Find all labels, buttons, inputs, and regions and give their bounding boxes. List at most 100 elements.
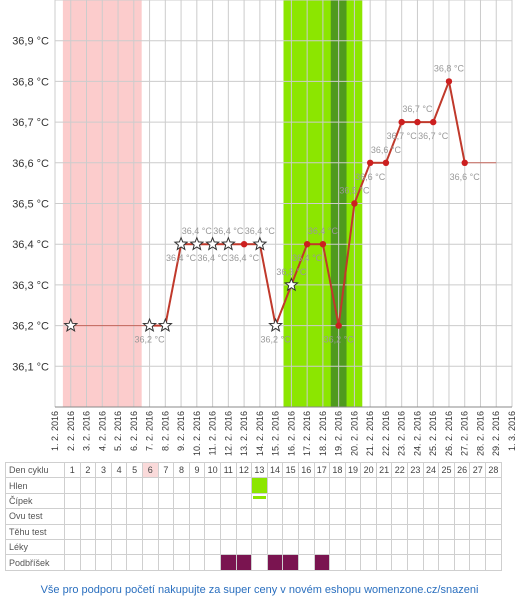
table-cell (235, 477, 253, 494)
cycle-day-cell: 24 (422, 461, 440, 479)
data-label: 36,4 °C (182, 226, 213, 236)
table-cell (344, 508, 362, 525)
table-cell (297, 554, 315, 571)
series-line (321, 244, 340, 326)
table-cell (204, 508, 221, 525)
x-tick-label: 24. 2. 2016 (412, 411, 422, 456)
table-cell (407, 477, 424, 494)
x-tick-label: 1. 2. 2016 (50, 411, 60, 451)
table-cell (375, 554, 393, 571)
star-marker (63, 317, 79, 332)
table-cell (204, 492, 221, 510)
table-cell (469, 492, 487, 510)
table-cell (407, 523, 424, 540)
table-cell (173, 523, 190, 540)
data-label: 36,4 °C (292, 253, 323, 263)
row-label: Hlen (5, 477, 65, 494)
table-cell (204, 477, 221, 494)
data-label: 36,4 °C (213, 226, 244, 236)
cycle-day-cell: 20 (360, 461, 377, 479)
table-cell (188, 477, 206, 494)
table-cell (157, 477, 175, 494)
x-tick-label: 17. 2. 2016 (302, 411, 312, 456)
table-cell (375, 492, 393, 510)
table-cell (485, 523, 502, 540)
point-marker (319, 241, 327, 248)
table-cell (64, 554, 81, 571)
table-cell (157, 538, 175, 556)
x-tick-label: 8. 2. 2016 (160, 411, 170, 451)
cycle-day-cell: 23 (407, 461, 424, 479)
cycle-day-cell: 16 (297, 461, 315, 479)
y-tick-label: 36,6 °C (12, 158, 49, 170)
bbt-chart: 36,1 °C 36,2 °C 36,3 °C 36,4 °C 36,5 °C 36,6 … (12, 0, 517, 456)
table-cell (469, 508, 487, 525)
data-label: 36,8 °C (434, 63, 465, 73)
table-cell (297, 508, 315, 525)
x-tick-label: 29. 2. 2016 (491, 411, 501, 456)
table-cell (110, 554, 128, 571)
footer-link[interactable]: Vše pro podporu početí nakupujte za supe… (40, 584, 479, 596)
table-cell (453, 554, 471, 571)
table-cell (453, 508, 471, 525)
table-cell (188, 538, 206, 556)
table-cell (126, 538, 143, 556)
table-cell (422, 523, 440, 540)
table-cell (251, 538, 268, 556)
table-cell (126, 523, 143, 540)
cycle-day-cell: 8 (173, 461, 190, 479)
table-cell (407, 492, 424, 510)
table-cell (360, 554, 377, 571)
cycle-day-cell: 2 (79, 461, 97, 479)
table-cell (141, 492, 159, 510)
table-cell (126, 508, 143, 525)
table-cell (329, 523, 346, 540)
table-cell (297, 538, 315, 556)
table-cell (469, 538, 487, 556)
table-cell (173, 508, 190, 525)
table-cell (266, 523, 284, 540)
table-cell (422, 538, 440, 556)
x-tick-label: 22. 2. 2016 (381, 411, 391, 456)
x-tick-label: 10. 2. 2016 (192, 411, 202, 456)
table-cell (313, 477, 331, 494)
table-cell (407, 538, 424, 556)
cycle-day-cell: 28 (485, 461, 502, 479)
cycle-day-cell: 26 (453, 461, 471, 479)
x-tick-label: 12. 2. 2016 (223, 411, 233, 456)
table-cell (110, 538, 128, 556)
table-cell (391, 492, 409, 510)
table-cell (391, 538, 409, 556)
table-cell (282, 492, 299, 510)
table-cell (344, 554, 362, 571)
table-cell (95, 538, 112, 556)
table-cell (391, 523, 409, 540)
table-cell (219, 538, 237, 556)
point-marker (414, 118, 421, 126)
table-cell (64, 477, 81, 494)
table-cell (64, 538, 81, 556)
x-tick-label: 13. 2. 2016 (239, 411, 249, 456)
table-cell (235, 508, 253, 525)
table-cell (469, 523, 487, 540)
cycle-day-cell: 17 (313, 461, 331, 479)
y-tick-label: 36,7 °C (12, 117, 49, 129)
table-cell (422, 508, 440, 525)
table-cell (95, 523, 112, 540)
table-cell (79, 508, 97, 525)
table-cell (297, 477, 315, 494)
table-row: Hlen (5, 477, 502, 494)
podbrisek-marker (282, 554, 299, 571)
table-cell (79, 492, 97, 510)
podbrisek-marker (266, 554, 284, 571)
table-row: Ovu test (5, 508, 502, 525)
table-cell (173, 477, 190, 494)
cycle-day-cell: 25 (438, 461, 455, 479)
table-cell (79, 538, 97, 556)
data-label: 36,2 °C (324, 335, 355, 345)
table-cell (126, 492, 143, 510)
x-tick-label: 18. 2. 2016 (318, 411, 328, 456)
table-cell (344, 477, 362, 494)
y-tick-label: 36,5 °C (12, 199, 49, 211)
x-tick-label: 3. 2. 2016 (82, 411, 92, 451)
